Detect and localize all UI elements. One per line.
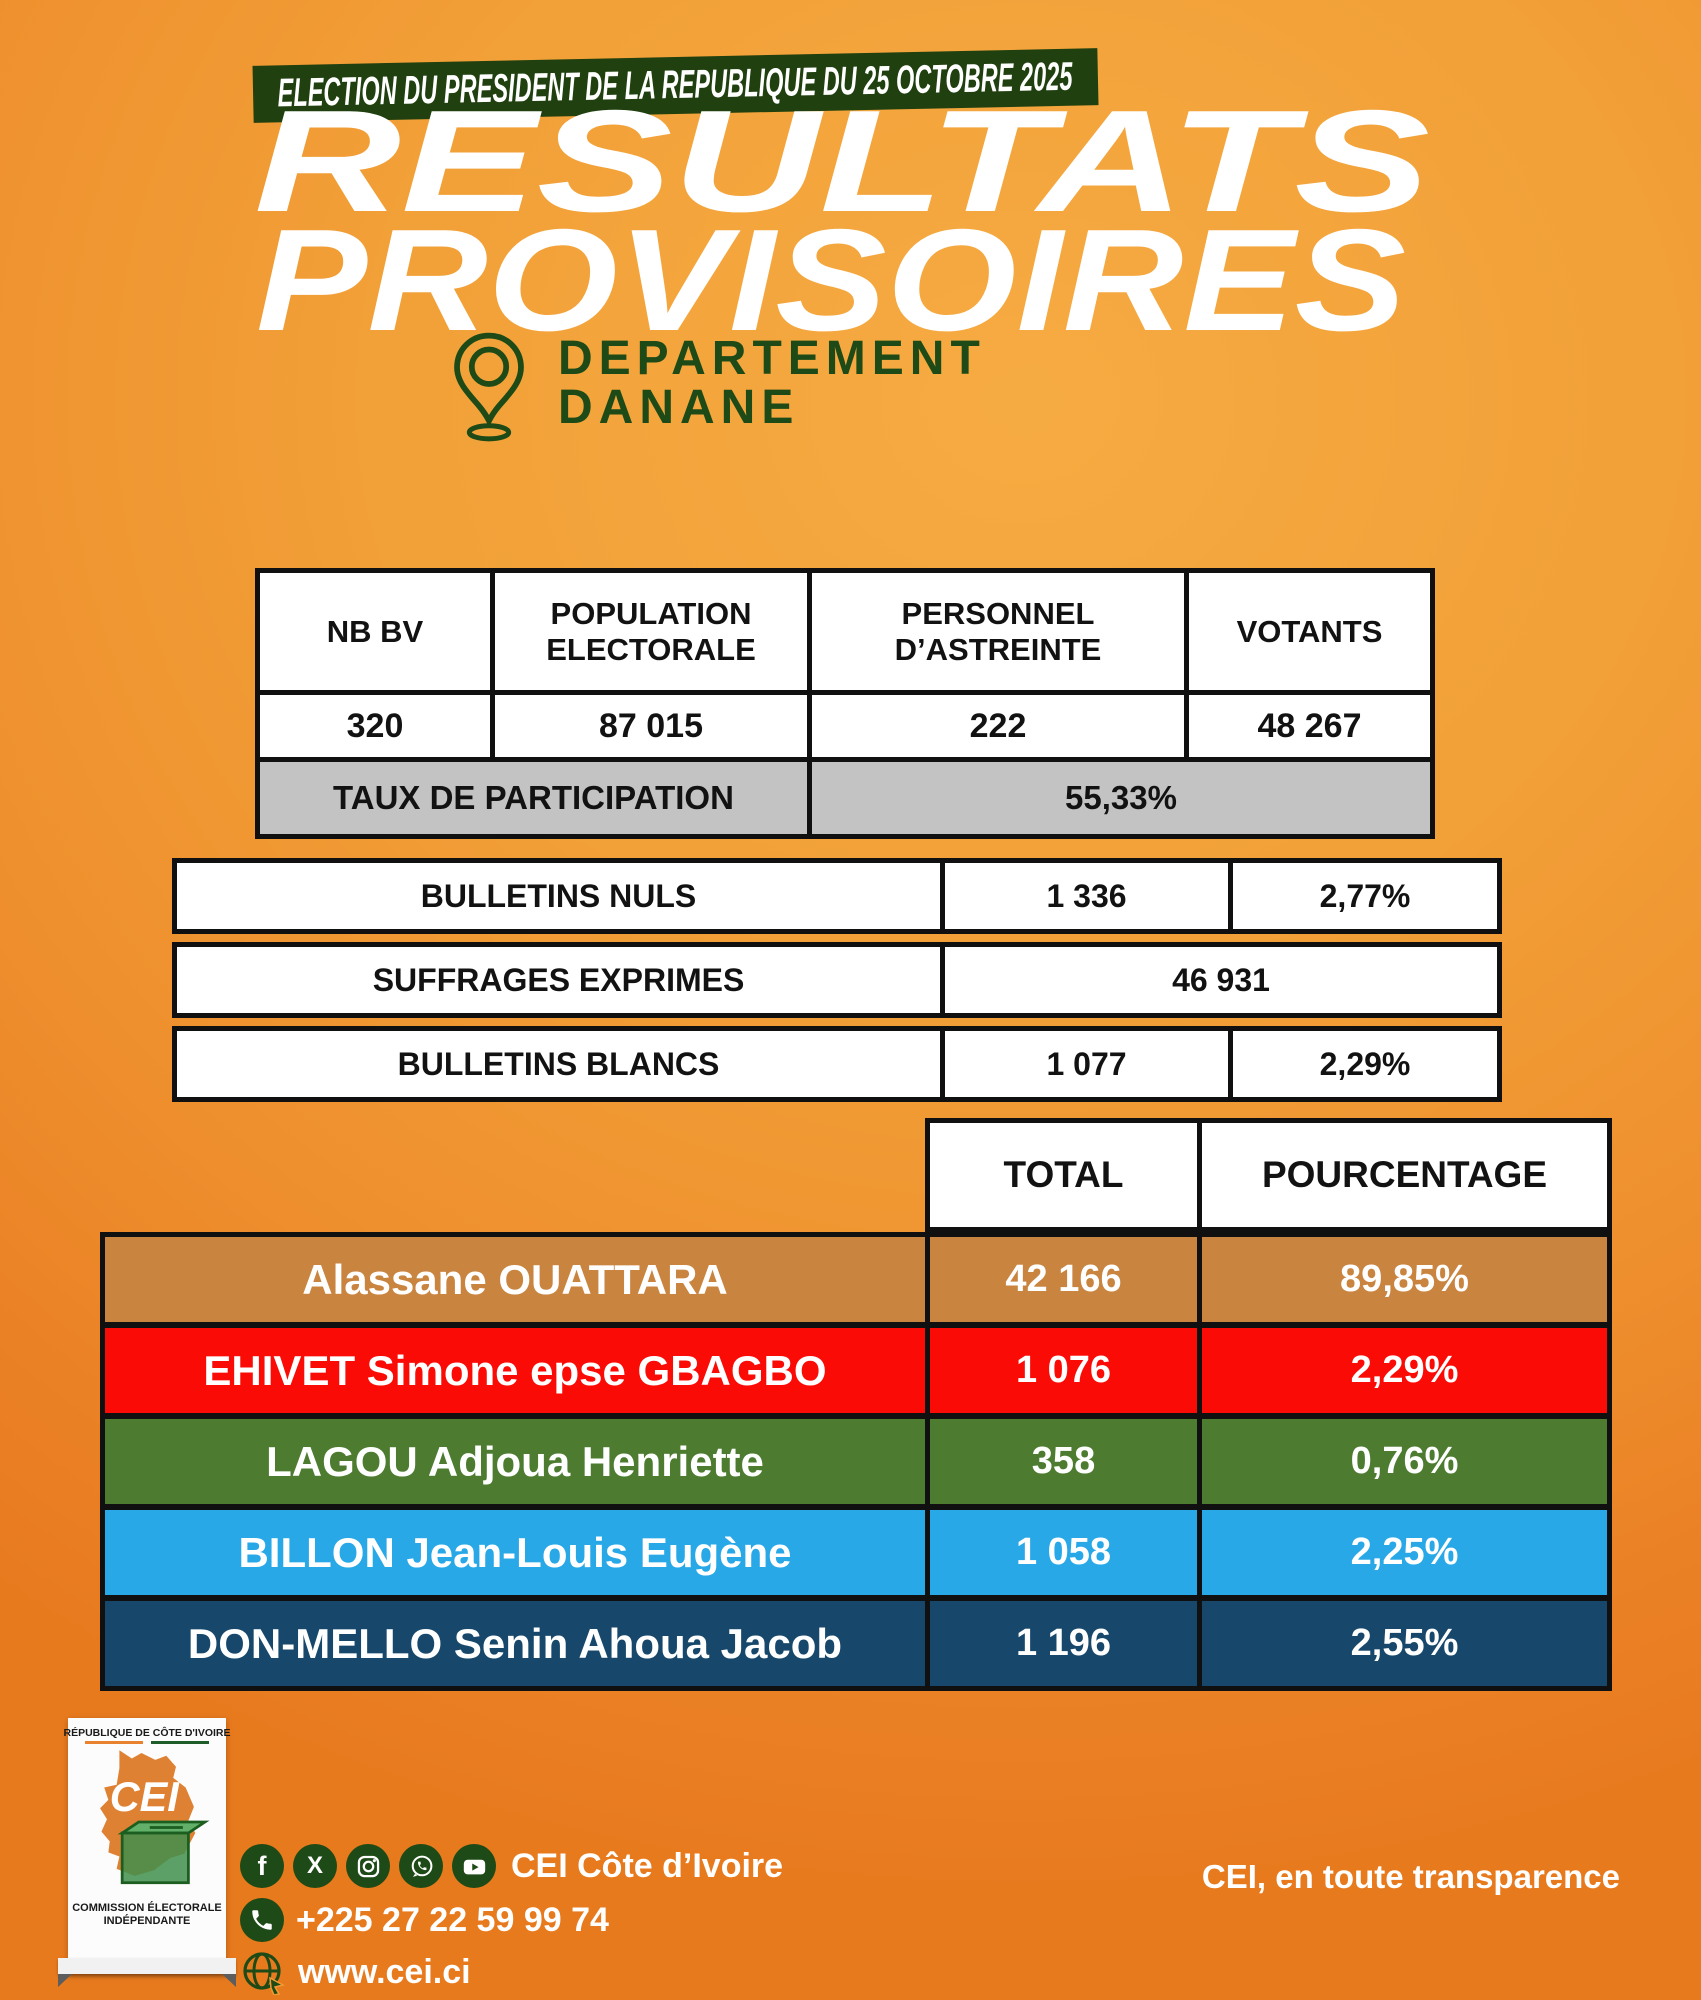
candidate-total: 1 058 (930, 1510, 1197, 1595)
result-row-ehivet: EHIVET Simone epse GBAGBO 1 076 2,29% (100, 1323, 1612, 1418)
stats-table: NB BV POPULATION ELECTORALE PERSONNEL D’… (255, 568, 1435, 839)
title-line2: PROVISOIRES (256, 199, 1406, 339)
ballots-row-nuls: BULLETINS NULS 1 336 2,77% (172, 858, 1502, 934)
ballots-exprimes-label: SUFFRAGES EXPRIMES (177, 947, 940, 1013)
result-row-billon: BILLON Jean-Louis Eugène 1 058 2,25% (100, 1505, 1612, 1600)
cei-logo-card: RÉPUBLIQUE DE CÔTE D'IVOIRE CEI COMMISSI… (64, 1718, 231, 1974)
cei-map-logo: CEI (100, 1750, 210, 1885)
social-row: f X CEI Côte d’Ivoire (240, 1843, 783, 1889)
ballots-nuls-value: 1 336 (945, 863, 1228, 929)
result-row-ouattara: Alassane OUATTARA 42 166 89,85% (100, 1232, 1612, 1327)
facebook-icon: f (240, 1844, 284, 1888)
stats-header-nbbv: NB BV (260, 573, 490, 690)
candidate-total: 42 166 (930, 1237, 1197, 1322)
stats-value-personnel: 222 (812, 695, 1184, 757)
candidate-total: 358 (930, 1419, 1197, 1504)
department-name: DANANE (558, 381, 800, 434)
commission-label: COMMISSION ÉLECTORALE INDÉPENDANTE (72, 1902, 222, 1927)
election-banner: ELECTION DU PRESIDENT DE LA REPUBLIQUE D… (252, 48, 1099, 123)
ballots-row-blancs: BULLETINS BLANCS 1 077 2,29% (172, 1026, 1502, 1102)
stats-header-personnel: PERSONNEL D’ASTREINTE (812, 573, 1184, 690)
banner-text-svg: ELECTION DU PRESIDENT DE LA REPUBLIQUE D… (277, 55, 1073, 116)
slogan: CEI, en toute transparence (1201, 1858, 1620, 1895)
candidate-total: 1 196 (930, 1601, 1197, 1686)
youtube-icon (452, 1844, 496, 1888)
candidate-name: DON-MELLO Senin Ahoua Jacob (105, 1601, 925, 1686)
department-label: DEPARTEMENT (558, 332, 986, 385)
logo-scroll-curl-left (58, 1974, 72, 1987)
ballots-blancs-percent: 2,29% (1233, 1031, 1497, 1097)
ballots-blancs-label: BULLETINS BLANCS (177, 1031, 940, 1097)
ballots-blancs-value: 1 077 (945, 1031, 1228, 1097)
stats-header-votants: VOTANTS (1189, 573, 1430, 690)
candidate-percent: 89,85% (1202, 1237, 1607, 1322)
ballots-exprimes-value: 46 931 (945, 947, 1497, 1013)
stats-header-population: POPULATION ELECTORALE (495, 573, 807, 690)
participation-value: 55,33% (812, 762, 1430, 834)
republic-label: RÉPUBLIQUE DE CÔTE D'IVOIRE (63, 1727, 231, 1739)
cei-acronym: CEI (110, 1774, 180, 1820)
candidate-name: Alassane OUATTARA (105, 1237, 925, 1322)
social-handle: CEI Côte d’Ivoire (511, 1846, 784, 1885)
stats-value-votants: 48 267 (1189, 695, 1430, 757)
title-line1: RESULTATS (254, 104, 1430, 242)
phone-number: +225 27 22 59 99 74 (296, 1900, 609, 1939)
participation-label: TAUX DE PARTICIPATION (260, 762, 807, 834)
phone-icon (240, 1898, 284, 1942)
ballots-row-exprimes: SUFFRAGES EXPRIMES 46 931 (172, 942, 1502, 1018)
website-row: www.cei.ci (240, 1949, 471, 1995)
stats-value-population: 87 015 (495, 695, 807, 757)
results-header-total: TOTAL (930, 1123, 1197, 1227)
website-url: www.cei.ci (298, 1952, 471, 1991)
location-pin-icon (454, 332, 524, 442)
logo-scroll-base (58, 1958, 236, 1974)
candidate-percent: 2,25% (1202, 1510, 1607, 1595)
x-icon: X (293, 1844, 337, 1888)
result-row-donmello: DON-MELLO Senin Ahoua Jacob 1 196 2,55% (100, 1596, 1612, 1691)
logo-scroll-curl-right (222, 1974, 236, 1987)
result-row-lagou: LAGOU Adjoua Henriette 358 0,76% (100, 1414, 1612, 1509)
candidate-name: EHIVET Simone epse GBAGBO (105, 1328, 925, 1413)
instagram-icon (346, 1844, 390, 1888)
whatsapp-icon (399, 1844, 443, 1888)
results-header-percent: POURCENTAGE (1202, 1123, 1607, 1227)
ballots-nuls-label: BULLETINS NULS (177, 863, 940, 929)
globe-icon (243, 1952, 286, 1995)
results-header: TOTAL POURCENTAGE (925, 1118, 1612, 1232)
department-block: DEPARTEMENT DANANE (558, 334, 986, 432)
flag-lines (85, 1741, 209, 1744)
phone-row: +225 27 22 59 99 74 (240, 1897, 609, 1943)
page-title: RESULTATS PROVISOIRES (254, 104, 1430, 339)
candidate-name: LAGOU Adjoua Henriette (105, 1419, 925, 1504)
candidate-percent: 2,29% (1202, 1328, 1607, 1413)
candidate-percent: 2,55% (1202, 1601, 1607, 1686)
candidate-name: BILLON Jean-Louis Eugène (105, 1510, 925, 1595)
ballots-nuls-percent: 2,77% (1233, 863, 1497, 929)
candidate-total: 1 076 (930, 1328, 1197, 1413)
stats-value-nbbv: 320 (260, 695, 490, 757)
candidate-percent: 0,76% (1202, 1419, 1607, 1504)
